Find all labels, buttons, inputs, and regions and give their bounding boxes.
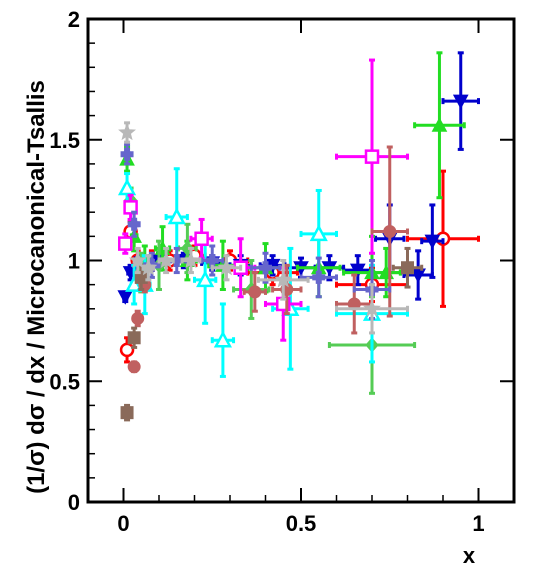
- data-point: [259, 261, 272, 275]
- series-6: [127, 145, 409, 374]
- x-tick-label: 0.5: [286, 511, 317, 536]
- y-axis-label: (1/σ) dσ / dx / Microcanonical-Tsallis: [23, 80, 50, 494]
- y-tick-label: 1.5: [49, 128, 80, 153]
- data-point: [125, 275, 144, 292]
- y-tick-label: 2: [68, 7, 80, 32]
- data-point: [182, 251, 200, 269]
- data-point: [349, 263, 366, 279]
- data-point: [119, 342, 135, 358]
- data-point: [128, 251, 147, 269]
- data-point: [312, 270, 326, 284]
- data-layer: [117, 51, 480, 422]
- data-point: [452, 94, 469, 110]
- data-point: [167, 207, 186, 225]
- data-point: [127, 360, 141, 374]
- data-point: [131, 311, 145, 325]
- data-point: [213, 330, 232, 348]
- data-point: [274, 270, 293, 288]
- data-point: [364, 149, 380, 164]
- data-point: [248, 285, 262, 299]
- series-9: [118, 121, 409, 335]
- x-axis-label: x: [463, 543, 476, 568]
- data-point: [120, 147, 134, 161]
- data-point: [217, 258, 236, 276]
- data-point: [118, 236, 133, 251]
- x-tick-label: 1: [472, 511, 484, 536]
- data-point: [120, 406, 134, 420]
- data-point: [117, 178, 137, 196]
- data-point: [123, 200, 138, 215]
- data-point: [118, 123, 136, 141]
- y-tick-label: 1: [68, 249, 80, 274]
- data-point: [196, 270, 215, 288]
- series-5: [118, 58, 409, 342]
- data-point: [139, 258, 158, 276]
- data-point: [424, 234, 441, 250]
- data-point: [194, 231, 209, 247]
- axes-layer: 0 0.5 1 0 0.5 1 1.5 2: [49, 7, 515, 536]
- data-point: [127, 217, 141, 231]
- data-point: [401, 261, 414, 275]
- x-tick-label: 0: [117, 511, 129, 536]
- y-tick-label: 0: [68, 490, 80, 515]
- data-point: [431, 117, 448, 132]
- data-point: [309, 224, 328, 242]
- data-point: [157, 251, 175, 269]
- data-point: [117, 290, 134, 305]
- data-point: [127, 331, 141, 345]
- y-tick-label: 0.5: [49, 369, 80, 394]
- data-point: [383, 225, 397, 239]
- data-point: [363, 299, 381, 317]
